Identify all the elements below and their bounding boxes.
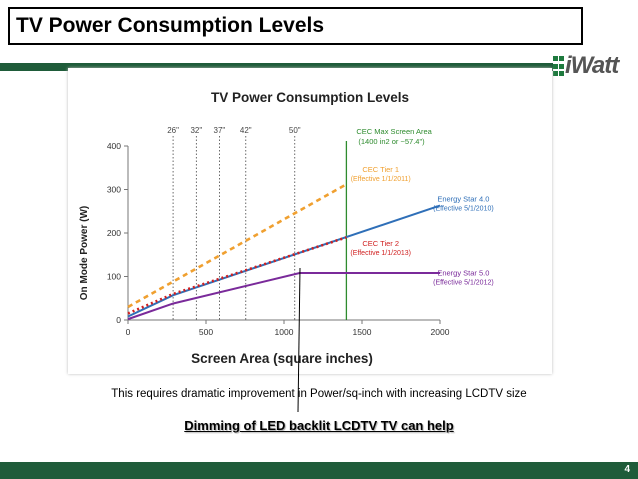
cec-max-sublabel: (1400 in2 or ~57.4") bbox=[358, 137, 425, 146]
series-line-1 bbox=[127, 204, 441, 318]
power-chart: TV Power Consumption Levels Screen Area … bbox=[79, 90, 494, 366]
logo-mark-icon bbox=[553, 56, 565, 78]
x-tick-label: 1500 bbox=[353, 327, 372, 337]
chart-title: TV Power Consumption Levels bbox=[211, 90, 409, 105]
x-tick-label: 0 bbox=[126, 327, 131, 337]
page-number: 4 bbox=[624, 464, 630, 475]
emphasis-text: Dimming of LED backlit LCDTV TV can help bbox=[184, 418, 454, 433]
screen-size-label: 32" bbox=[190, 126, 202, 135]
series-line-0 bbox=[127, 183, 348, 309]
y-tick-label: 300 bbox=[107, 185, 121, 195]
series-name-label: Energy Star 5.0 bbox=[437, 269, 489, 278]
series-date-label: (Effective 5/1/2010) bbox=[433, 206, 494, 213]
series-line-3 bbox=[127, 272, 440, 321]
series-line-2 bbox=[127, 236, 347, 315]
series-date-label: (Effective 5/1/2012) bbox=[433, 280, 494, 287]
company-logo: iWatt bbox=[553, 52, 638, 80]
screen-size-label: 50" bbox=[289, 126, 301, 135]
x-axis-label: Screen Area (square inches) bbox=[191, 351, 373, 366]
series-name-label: Energy Star 4.0 bbox=[437, 195, 489, 204]
x-tick-label: 500 bbox=[199, 327, 213, 337]
cec-max-label: CEC Max Screen Area bbox=[356, 127, 432, 136]
x-tick-label: 2000 bbox=[431, 327, 450, 337]
series-date-label: (Effective 1/1/2011) bbox=[351, 176, 411, 183]
header-accent-bar bbox=[0, 63, 555, 71]
y-tick-label: 100 bbox=[107, 272, 121, 282]
y-tick-label: 0 bbox=[116, 315, 121, 325]
chart-panel: TV Power Consumption Levels Screen Area … bbox=[68, 68, 552, 374]
series-date-label: (Effective 1/1/2013) bbox=[350, 250, 411, 257]
screen-size-label: 37" bbox=[214, 126, 226, 135]
footer-bar: 4 bbox=[0, 462, 638, 479]
series-name-label: CEC Tier 2 bbox=[362, 239, 399, 248]
y-tick-label: 400 bbox=[107, 141, 121, 151]
y-axis-label: On Mode Power (W) bbox=[79, 206, 90, 300]
logo-text: iWatt bbox=[565, 52, 619, 79]
x-tick-label: 1000 bbox=[275, 327, 294, 337]
y-tick-label: 200 bbox=[107, 228, 121, 238]
screen-size-label: 26" bbox=[167, 126, 179, 135]
slide-title: TV Power Consumption Levels bbox=[8, 7, 583, 45]
caption-text: This requires dramatic improvement in Po… bbox=[111, 388, 527, 400]
series-name-label: CEC Tier 1 bbox=[362, 165, 399, 174]
screen-size-label: 42" bbox=[240, 126, 252, 135]
